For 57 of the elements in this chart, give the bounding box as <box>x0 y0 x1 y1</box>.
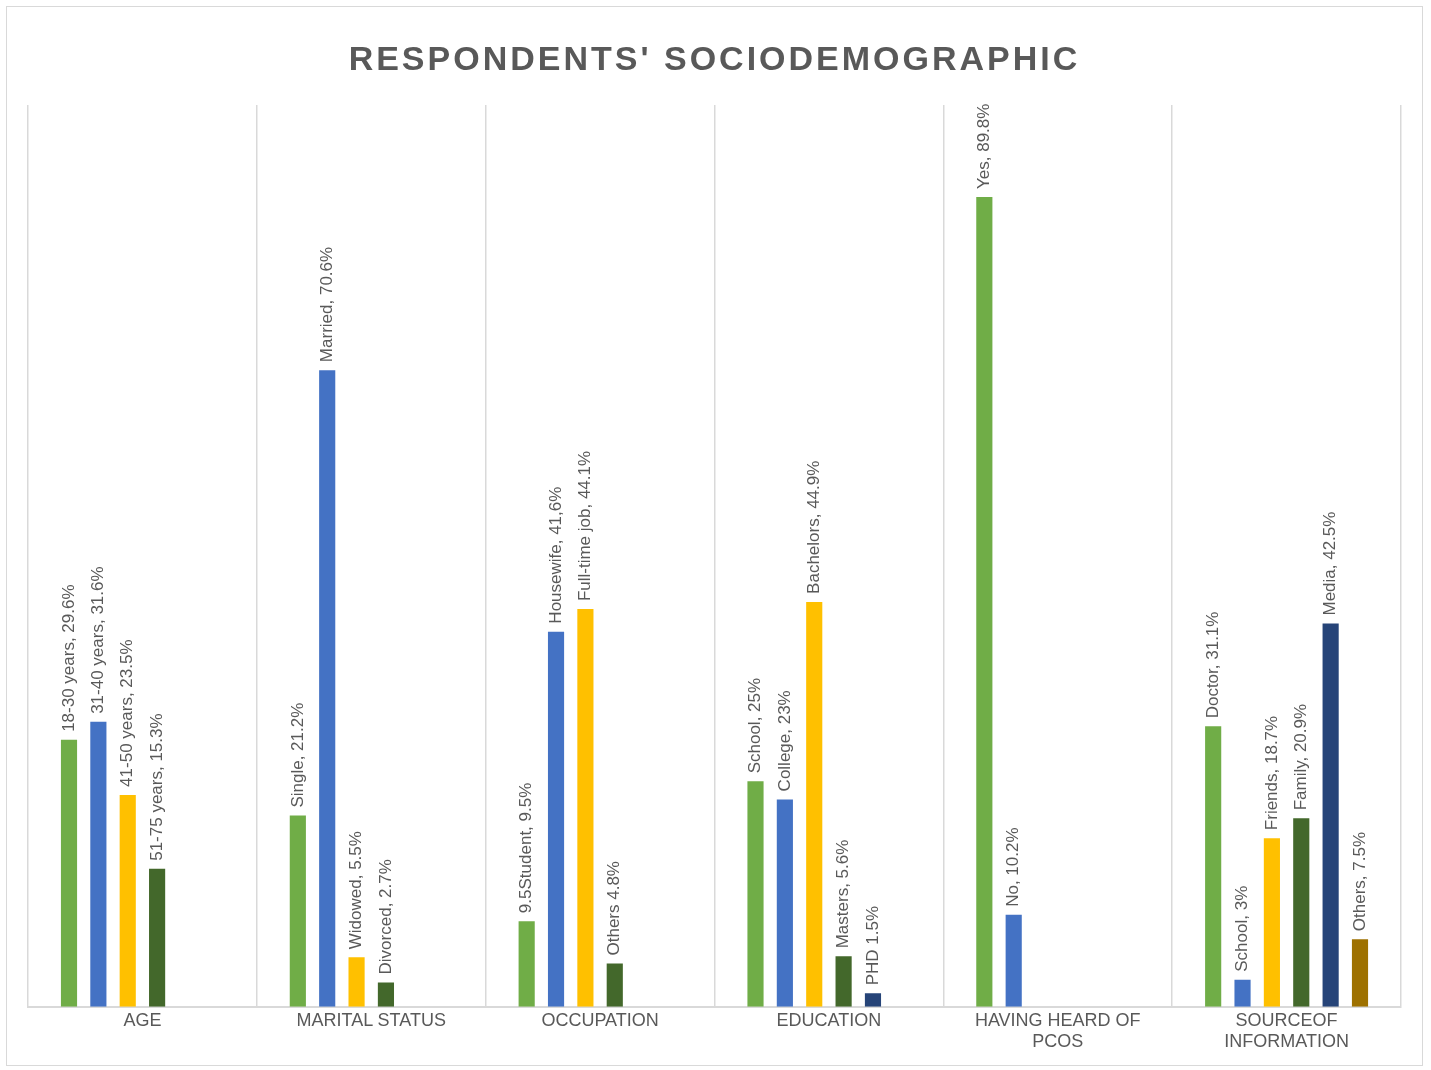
data-label: School, 3% <box>1232 885 1252 972</box>
data-label: Single, 21.2% <box>287 702 307 808</box>
bar <box>1293 818 1310 1007</box>
data-label: Full-time job, 44.1% <box>575 450 595 602</box>
bar <box>547 631 565 1007</box>
bar <box>90 721 107 1007</box>
bar <box>1205 726 1222 1007</box>
data-label: College, 23% <box>774 690 794 792</box>
data-label: 41-50 years, 23.5% <box>117 639 137 787</box>
bar <box>747 781 764 1007</box>
x-tick-label: EDUCATION <box>776 1009 882 1030</box>
data-label: Others 4.8% <box>604 861 624 956</box>
data-label: Media, 42.5% <box>1320 511 1340 616</box>
bar <box>348 957 365 1007</box>
x-tick-label: AGE <box>123 1009 162 1030</box>
bar <box>289 815 306 1007</box>
bar <box>976 196 993 1007</box>
data-label: Widowed, 5.5% <box>346 831 366 950</box>
bar <box>119 794 136 1007</box>
bar <box>1005 914 1022 1007</box>
bar <box>149 868 166 1007</box>
bar <box>835 956 852 1007</box>
data-label: 31-40 years, 31.6% <box>88 566 108 714</box>
x-tick-label: HAVING HEARD OF PCOS <box>974 1009 1141 1052</box>
bar <box>319 370 336 1007</box>
data-label: Married, 70.6% <box>316 246 336 363</box>
data-label: Bachelors, 44.9% <box>803 460 823 594</box>
data-label: Friends, 18.7% <box>1261 715 1281 831</box>
data-label: No, 10.2% <box>1003 827 1023 907</box>
bar <box>60 739 78 1007</box>
data-label: School, 25% <box>745 677 765 774</box>
bar <box>776 799 793 1007</box>
data-label: PHD 1.5% <box>862 905 882 986</box>
data-label: Masters, 5.6% <box>833 839 853 949</box>
bar <box>1234 979 1251 1007</box>
x-tick-label: MARITAL STATUS <box>296 1009 446 1030</box>
x-tick-label: OCCUPATION <box>541 1009 659 1030</box>
data-label: Family, 20.9% <box>1290 703 1310 811</box>
data-label: Others, 7.5% <box>1349 831 1369 932</box>
bar <box>518 921 535 1007</box>
bar <box>606 963 623 1007</box>
data-label: 9.5Student, 9.5% <box>516 782 536 914</box>
data-label: 51-75 years, 15.3% <box>146 713 166 861</box>
bar <box>577 609 594 1007</box>
chart-title: RESPONDENTS' SOCIODEMOGRAPHIC <box>347 39 1082 78</box>
bar <box>806 601 823 1007</box>
bar <box>377 982 395 1007</box>
data-label: Housewife, 41,6% <box>545 486 565 624</box>
bar <box>1322 623 1339 1007</box>
data-label: Yes, 89.8% <box>974 103 994 189</box>
bar <box>1351 939 1369 1007</box>
bar <box>1263 838 1280 1007</box>
data-label: 18-30 years, 29.6% <box>58 584 78 732</box>
data-label: Doctor, 31.1% <box>1202 611 1222 719</box>
x-tick-label: SOURCEOF INFORMATION <box>1224 1009 1349 1052</box>
data-label: Divorced, 2.7% <box>375 859 395 975</box>
bar <box>864 993 882 1007</box>
